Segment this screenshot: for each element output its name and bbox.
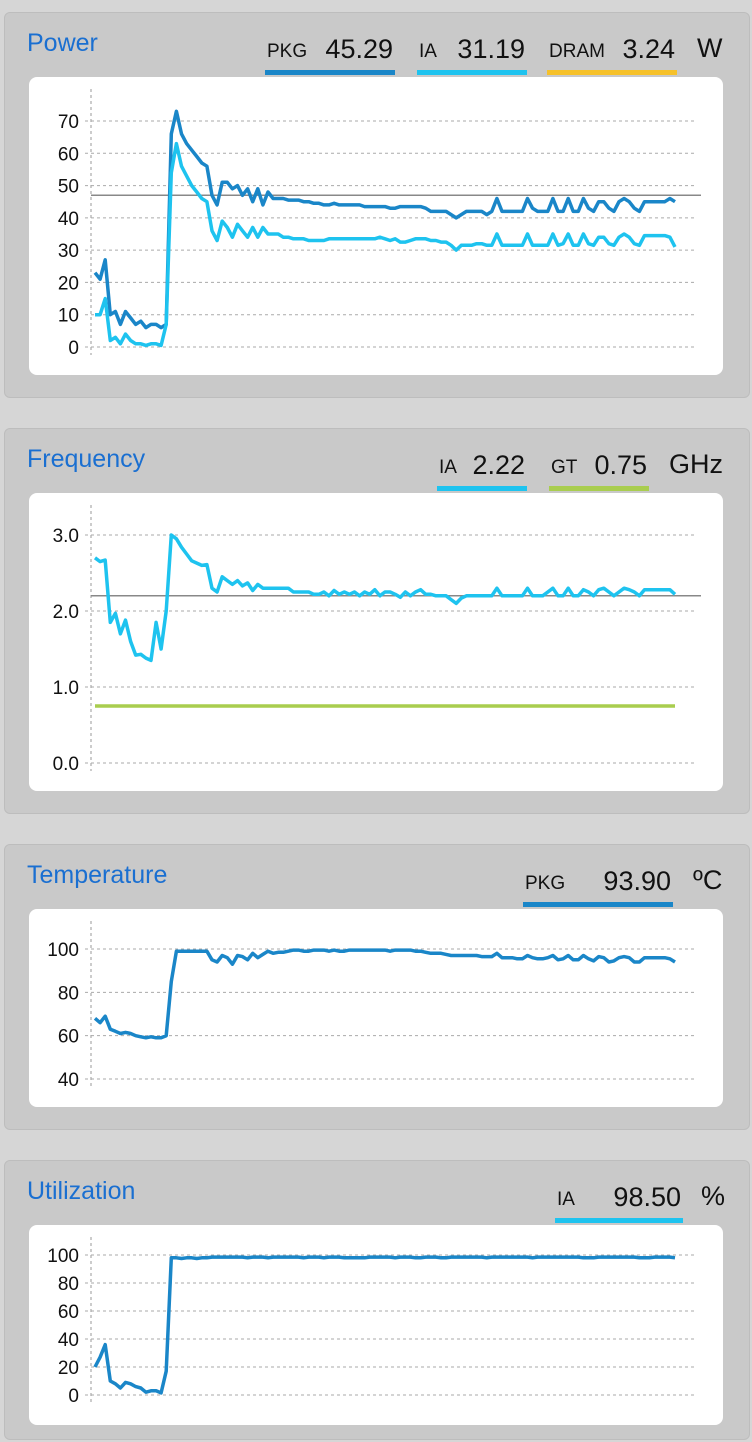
metric-color-bar — [523, 902, 673, 907]
metric-color-bar — [437, 486, 527, 491]
power-unit: W — [697, 33, 723, 63]
y-tick-label: 100 — [47, 1246, 79, 1267]
y-tick-label: 60 — [58, 144, 79, 165]
frequency-chart-svg: 0.0 1.0 2.0 3.0 — [53, 505, 701, 775]
temperature-metric-pkg: PKG 93.90 — [523, 865, 673, 907]
power-metric-dram: DRAM 3.24 — [547, 33, 677, 75]
utilization-metric-ia: IA 98.50 — [555, 1181, 683, 1223]
y-tick-label: 80 — [58, 1274, 79, 1295]
temperature-title: Temperature — [27, 861, 168, 889]
y-tick-label: 40 — [58, 1070, 79, 1091]
temperature-chart: 40 60 80 100 — [29, 909, 723, 1107]
series-line-ia — [93, 1255, 676, 1395]
utilization-title: Utilization — [27, 1177, 136, 1205]
y-tick-label: 40 — [58, 209, 79, 230]
metric-color-bar — [265, 70, 395, 75]
metric-label: DRAM — [549, 41, 605, 62]
y-tick-label: 80 — [58, 983, 79, 1004]
y-tick-label: 50 — [58, 177, 79, 198]
metric-value: 45.29 — [325, 34, 393, 64]
metric-label: PKG — [525, 873, 566, 894]
metric-value: 31.19 — [457, 34, 525, 64]
y-tick-label: 0 — [68, 338, 79, 359]
metric-value: 3.24 — [622, 34, 675, 64]
power-panel: Power PKG 45.29 IA 31.19 DRAM 3.24 W 0 10… — [4, 12, 750, 398]
series-line-pkg — [93, 109, 676, 330]
metric-label: PKG — [267, 41, 308, 62]
frequency-chart: 0.0 1.0 2.0 3.0 — [29, 493, 723, 791]
metric-label: IA — [557, 1189, 575, 1210]
y-tick-label: 70 — [58, 112, 79, 133]
metric-value: 2.22 — [472, 450, 525, 480]
y-tick-label: 0.0 — [53, 754, 79, 775]
metric-value: 0.75 — [594, 450, 647, 480]
y-tick-label: 20 — [58, 1358, 79, 1379]
frequency-metric-gt: GT 0.75 — [549, 449, 649, 491]
utilization-panel: Utilization IA 98.50 % 0 20 40 60 80 100 — [4, 1160, 750, 1440]
frequency-unit: GHz — [669, 449, 723, 479]
series-line-pkg — [93, 948, 676, 1040]
power-title: Power — [27, 29, 98, 57]
metric-label: IA — [439, 457, 457, 478]
power-chart: 0 10 20 30 40 50 60 70 — [29, 77, 723, 375]
y-tick-label: 10 — [58, 306, 79, 327]
y-tick-label: 2.0 — [53, 602, 79, 623]
series-line-ia — [95, 141, 677, 348]
metric-color-bar — [555, 1218, 683, 1223]
y-tick-label: 40 — [58, 1330, 79, 1351]
metric-color-bar — [547, 70, 677, 75]
power-chart-svg: 0 10 20 30 40 50 60 70 — [58, 89, 701, 359]
utilization-chart-svg: 0 20 40 60 80 100 — [47, 1237, 695, 1407]
temperature-chart-svg: 40 60 80 100 — [47, 921, 695, 1091]
utilization-chart: 0 20 40 60 80 100 — [29, 1225, 723, 1425]
temperature-unit: ºC — [693, 865, 723, 895]
metric-label: IA — [419, 41, 437, 62]
metric-color-bar — [549, 486, 649, 491]
metric-label: GT — [551, 457, 578, 478]
y-tick-label: 60 — [58, 1027, 79, 1048]
y-tick-label: 20 — [58, 273, 79, 294]
frequency-title: Frequency — [27, 445, 146, 473]
y-tick-label: 3.0 — [53, 526, 79, 547]
frequency-panel: Frequency IA 2.22 GT 0.75 GHz 0.0 1.0 2.0 3… — [4, 428, 750, 814]
y-tick-label: 30 — [58, 241, 79, 262]
frequency-metric-ia: IA 2.22 — [437, 449, 527, 491]
power-metric-pkg: PKG 45.29 — [265, 33, 395, 75]
power-metric-ia: IA 31.19 — [417, 33, 527, 75]
y-tick-label: 0 — [68, 1386, 79, 1407]
utilization-unit: % — [701, 1181, 726, 1211]
metric-color-bar — [417, 70, 527, 75]
metric-value: 98.50 — [613, 1182, 681, 1212]
metric-value: 93.90 — [603, 866, 671, 896]
temperature-panel: Temperature PKG 93.90 ºC 40 60 80 100 — [4, 844, 750, 1130]
y-tick-label: 60 — [58, 1302, 79, 1323]
series-line-ia — [93, 533, 677, 663]
y-tick-label: 1.0 — [53, 678, 79, 699]
y-tick-label: 100 — [47, 940, 79, 961]
